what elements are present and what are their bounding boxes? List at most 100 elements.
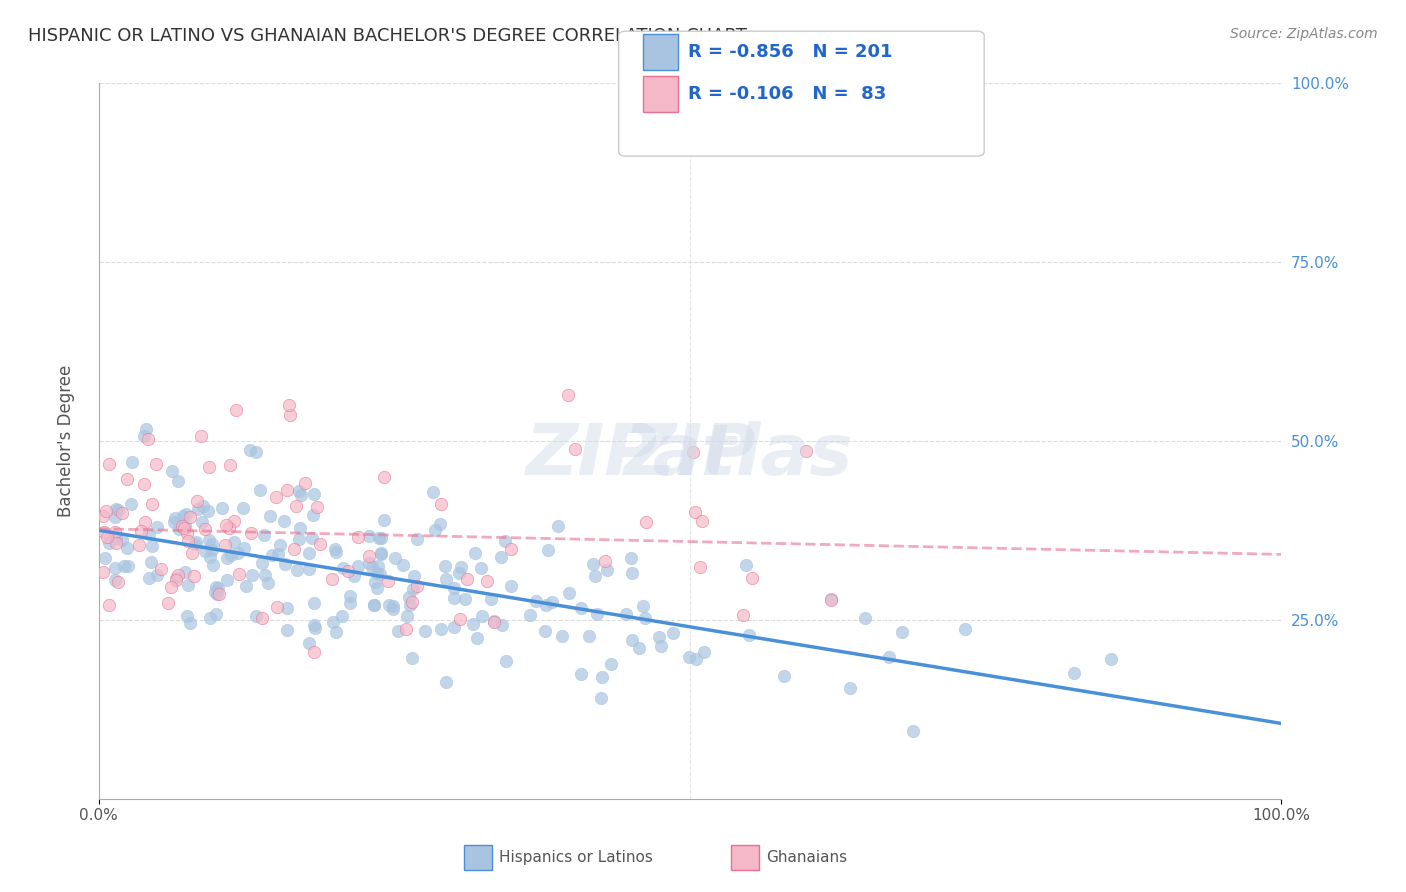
Point	[395, 609, 418, 624]
Point	[298, 562, 321, 576]
Point	[301, 532, 323, 546]
Point	[401, 651, 423, 665]
Point	[301, 508, 323, 523]
Point	[150, 561, 173, 575]
Point	[339, 597, 361, 611]
Point	[141, 539, 163, 553]
Point	[475, 574, 498, 589]
Point	[564, 442, 586, 456]
Point	[853, 611, 876, 625]
Point	[174, 507, 197, 521]
Point	[190, 429, 212, 443]
Point	[104, 561, 127, 575]
Point	[377, 574, 399, 589]
Point	[363, 598, 385, 612]
Point	[287, 532, 309, 546]
Point	[733, 607, 755, 622]
Point	[214, 538, 236, 552]
Point	[662, 626, 685, 640]
Point	[97, 457, 120, 471]
Point	[321, 573, 343, 587]
Point	[120, 497, 142, 511]
Point	[406, 579, 429, 593]
Point	[141, 497, 163, 511]
Point	[205, 607, 228, 622]
Point	[678, 649, 700, 664]
Point	[191, 515, 214, 529]
Point	[165, 571, 187, 585]
Point	[495, 654, 517, 668]
Point	[309, 537, 332, 551]
Point	[97, 536, 120, 550]
Point	[621, 633, 644, 648]
Point	[494, 533, 516, 548]
Point	[464, 546, 486, 560]
Point	[533, 624, 555, 638]
Point	[453, 592, 475, 607]
Point	[443, 581, 465, 595]
Point	[616, 607, 638, 621]
Point	[276, 601, 298, 615]
Point	[1099, 652, 1122, 666]
Point	[273, 514, 295, 528]
Point	[198, 533, 221, 548]
Point	[191, 499, 214, 513]
Point	[204, 585, 226, 599]
Point	[287, 483, 309, 498]
Point	[332, 561, 354, 575]
Point	[201, 542, 224, 557]
Point	[449, 612, 471, 626]
Point	[735, 558, 758, 572]
Text: ZIPatlas: ZIPatlas	[526, 421, 853, 490]
Point	[557, 388, 579, 402]
Point	[443, 591, 465, 606]
Point	[298, 546, 321, 560]
Point	[207, 582, 229, 596]
Point	[357, 528, 380, 542]
Point	[683, 505, 706, 519]
Point	[322, 615, 344, 629]
Point	[569, 667, 592, 681]
Point	[339, 589, 361, 603]
Point	[392, 558, 415, 572]
Point	[96, 503, 118, 517]
Point	[183, 569, 205, 583]
Point	[347, 530, 370, 544]
Point	[551, 629, 574, 643]
Point	[107, 575, 129, 590]
Point	[648, 630, 671, 644]
Point	[377, 599, 399, 613]
Point	[235, 579, 257, 593]
Text: ZIP: ZIP	[624, 421, 756, 490]
Point	[194, 544, 217, 558]
Point	[582, 557, 605, 571]
Point	[370, 546, 392, 560]
Point	[484, 614, 506, 628]
Point	[1063, 665, 1085, 680]
Point	[167, 522, 190, 536]
Point	[399, 598, 422, 612]
Point	[138, 526, 160, 541]
Point	[134, 476, 156, 491]
Text: R = -0.106   N =  83: R = -0.106 N = 83	[688, 85, 886, 103]
Point	[402, 582, 425, 597]
Point	[91, 565, 114, 579]
Point	[430, 497, 453, 511]
Point	[682, 444, 704, 458]
Point	[491, 618, 513, 632]
Point	[387, 624, 409, 639]
Point	[228, 566, 250, 581]
Point	[218, 458, 240, 472]
Point	[104, 573, 127, 587]
Point	[103, 524, 125, 539]
Point	[266, 600, 288, 615]
Point	[290, 488, 312, 502]
Point	[499, 541, 522, 556]
Point	[252, 528, 274, 542]
Point	[208, 587, 231, 601]
Point	[219, 549, 242, 563]
Point	[181, 546, 204, 560]
Point	[177, 578, 200, 592]
Point	[536, 598, 558, 612]
Point	[104, 510, 127, 524]
